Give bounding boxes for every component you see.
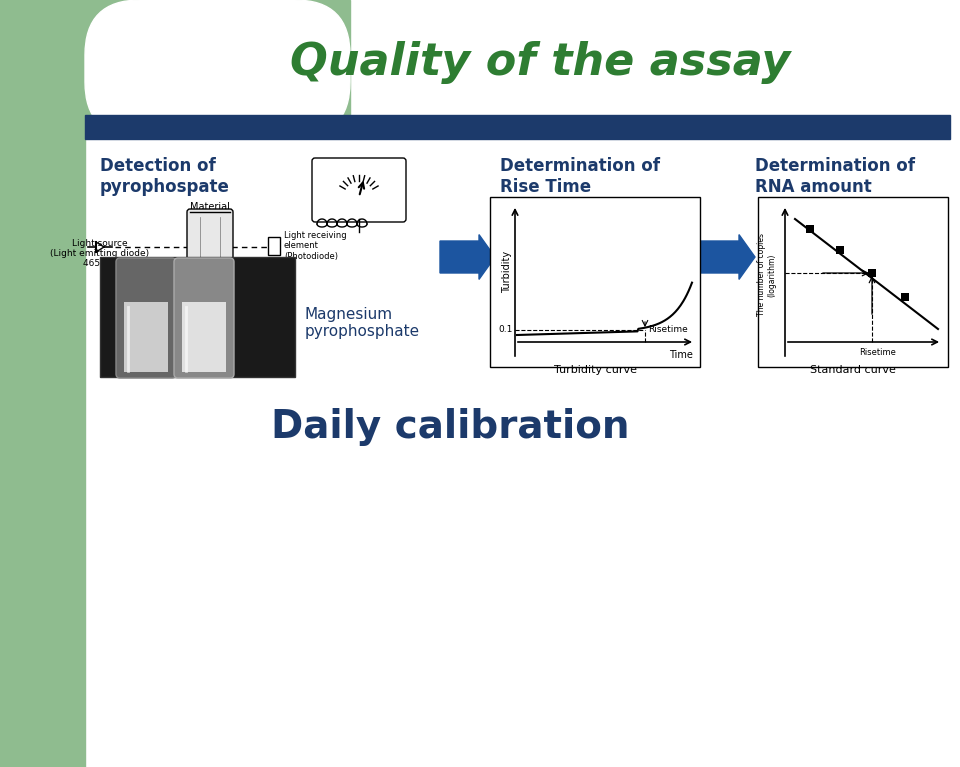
Bar <box>100 257 295 377</box>
Text: Quality of the assay: Quality of the assay <box>290 41 790 84</box>
Bar <box>85 115 950 139</box>
Bar <box>124 302 168 372</box>
Bar <box>836 246 844 254</box>
FancyBboxPatch shape <box>187 209 233 270</box>
Bar <box>182 302 226 372</box>
Text: Standard curve: Standard curve <box>810 365 896 375</box>
Text: Daily calibration: Daily calibration <box>271 408 629 446</box>
Text: Light source
(Light emitting diode): Light source (Light emitting diode) <box>51 239 150 258</box>
Text: 465 nm: 465 nm <box>83 259 117 268</box>
FancyArrow shape <box>440 235 495 279</box>
Bar <box>490 197 700 367</box>
FancyBboxPatch shape <box>116 258 176 378</box>
Text: Determination of
RNA amount: Determination of RNA amount <box>755 157 915 196</box>
Bar <box>0 0 350 127</box>
Text: Material: Material <box>190 202 230 212</box>
Text: Turbidity curve: Turbidity curve <box>554 365 636 375</box>
FancyBboxPatch shape <box>312 158 406 222</box>
Text: Magnesium
pyrophosphate: Magnesium pyrophosphate <box>305 307 420 340</box>
Text: Time: Time <box>669 350 693 360</box>
FancyBboxPatch shape <box>174 258 234 378</box>
Bar <box>868 269 876 277</box>
Text: Risetime: Risetime <box>648 324 687 334</box>
FancyArrow shape <box>700 235 755 279</box>
Bar <box>758 197 948 367</box>
Bar <box>268 237 280 255</box>
Text: Light receiving
element
(Photodiode): Light receiving element (Photodiode) <box>284 231 347 261</box>
Bar <box>806 225 814 233</box>
FancyBboxPatch shape <box>85 0 350 137</box>
Bar <box>901 293 909 301</box>
Text: Detection of
pyrophospate: Detection of pyrophospate <box>100 157 229 196</box>
Bar <box>0 0 85 767</box>
Text: Risetime: Risetime <box>859 348 897 357</box>
Text: The number of copies
(logarithm): The number of copies (logarithm) <box>757 233 777 317</box>
Text: Turbidity: Turbidity <box>502 251 512 293</box>
Text: 0.1: 0.1 <box>498 325 513 334</box>
Text: Determination of
Rise Time: Determination of Rise Time <box>500 157 660 196</box>
